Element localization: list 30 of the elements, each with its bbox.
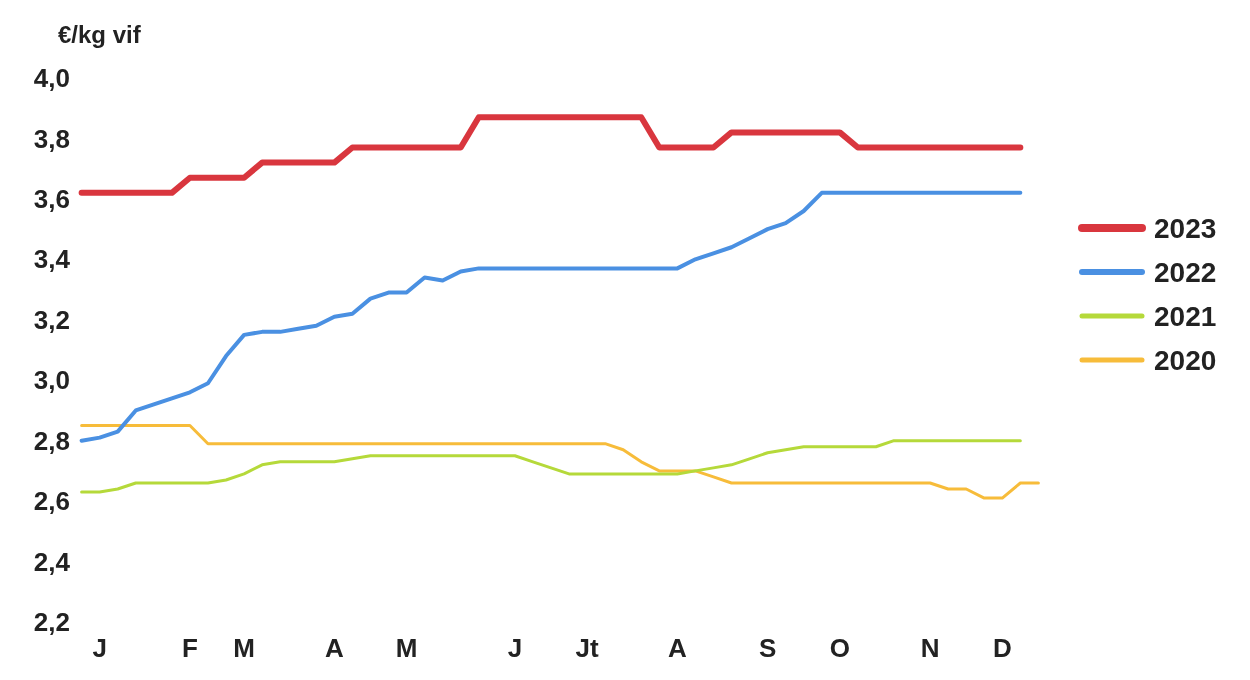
x-tick-label: A [667, 633, 687, 663]
y-axis-title: €/kg vif [58, 21, 142, 48]
x-tick-label: M [233, 633, 255, 663]
legend-label: 2022 [1154, 256, 1217, 288]
y-tick-label: 3,0 [33, 365, 70, 396]
y-tick-label: 3,6 [33, 183, 70, 214]
x-tick-label: F [181, 633, 198, 663]
x-tick-label: D [992, 633, 1012, 663]
legend-label: 2021 [1154, 300, 1217, 332]
x-tick-label: J [92, 633, 107, 663]
x-tick-label: J [507, 633, 523, 663]
legend-label: 2020 [1154, 344, 1217, 376]
x-tick-label: S [758, 633, 777, 663]
x-tick-label: M [395, 633, 418, 663]
line-series [79, 190, 1023, 443]
legend-label: 2023 [1154, 212, 1217, 244]
y-tick-label: 2,6 [33, 486, 70, 517]
y-tick-label: 2,4 [33, 546, 71, 577]
y-tick-label: 2,8 [33, 425, 70, 456]
y-tick-label: 3,4 [33, 244, 71, 275]
line-series [80, 424, 1040, 500]
y-tick-label: 2,2 [33, 607, 70, 638]
y-tick-label: 4,0 [33, 63, 70, 94]
x-tick-label: Jt [575, 633, 599, 663]
x-tick-label: N [920, 633, 940, 663]
line-series [80, 439, 1022, 494]
y-tick-label: 3,8 [33, 123, 70, 154]
x-tick-label: O [829, 633, 850, 663]
y-tick-label: 3,2 [33, 304, 70, 335]
x-tick-label: A [324, 633, 344, 663]
